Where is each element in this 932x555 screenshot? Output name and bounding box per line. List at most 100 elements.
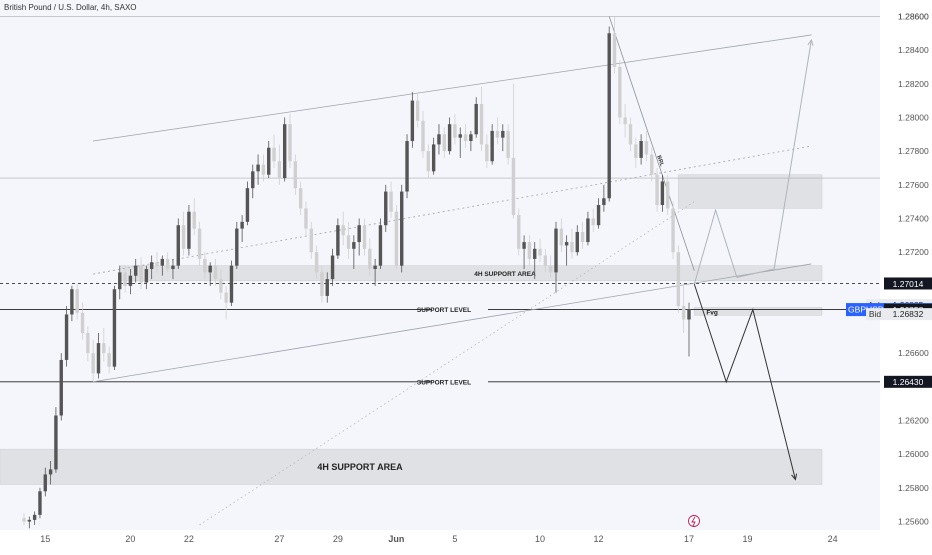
candle-body-81 [453,124,457,138]
price-axis: 1.28600 1.28400 1.28200 1.28000 1.27800 1.276… [880,0,932,550]
candle-body-108 [596,205,601,226]
candle-body-33 [197,228,202,259]
candle-body-114 [628,124,633,145]
candle-body-37 [219,279,223,293]
bos-label: BRL [655,155,665,168]
4h-support-zone-lower [0,448,823,485]
candle-body-100 [554,228,558,273]
candle-body-28 [171,265,175,269]
candle-body-39 [229,265,234,303]
y-tick-1.27800: 1.27800 [898,146,929,156]
candle-body-91 [506,130,510,158]
y-tick-1.25800: 1.25800 [898,483,929,493]
candle-body-16 [107,353,111,367]
candle-body-57 [325,279,329,296]
candle-body-102 [564,242,569,246]
fvg-box [694,307,823,316]
support-level-1-label: SUPPORT LEVEL [417,307,471,314]
candle-body-2 [32,514,37,520]
candle-body-110 [607,33,611,199]
candle-body-56 [320,272,324,296]
x-tick-Jun: Jun [388,534,404,544]
candle-body-111 [612,33,617,67]
4h-support-zone-upper-label: 4H SUPPORT AREA [474,271,536,278]
candle-body-25 [155,262,159,266]
candle-body-106 [586,218,590,243]
candle-body-70 [394,211,399,266]
price-tags: 1.286001.27014Ask1.26885GBPUSD1.268591.2… [846,11,932,388]
y-tick-1.27200: 1.27200 [898,247,929,257]
candle-body-93 [517,215,521,249]
candle-body-80 [447,124,452,152]
chart-title: British Pound / U.S. Dollar, 4h, SAXO [4,3,137,12]
candle-body-86 [479,103,484,145]
candle-body-83 [463,134,468,142]
candle-body-109 [602,198,606,206]
candle-body-55 [314,252,319,273]
channel-mid [93,145,812,275]
candle-body-68 [384,191,388,226]
candle-body-90 [501,130,505,138]
falling-line [608,16,695,271]
x-tick-29: 29 [333,534,343,544]
support-level-1-label-bg [432,304,488,314]
candle-body-71 [400,191,404,266]
price-1.27014-bg [884,277,932,290]
event-flash-bolt [691,516,696,527]
candle-body-123 [676,252,681,307]
candle-body-65 [368,248,372,269]
4h-support-zone-lower-label: 4H SUPPORT AREA [317,462,403,472]
candle-body-105 [580,231,585,243]
candle-body-97 [538,248,542,256]
price-1.26430-bg [884,375,932,388]
y-tick-1.28400: 1.28400 [898,45,929,55]
candle-body-45 [261,164,266,175]
x-tick-19: 19 [743,534,753,544]
candle-body-26 [160,258,165,266]
candle-body-58 [330,255,335,280]
candle-body-31 [187,211,191,249]
y-tick-1.27600: 1.27600 [898,180,929,190]
candle-body-62 [352,242,356,249]
candle-body-124 [681,306,686,320]
candle-body-42 [245,188,250,222]
candles-layer [22,16,691,529]
y-tick-1.27400: 1.27400 [898,213,929,223]
candle-body-40 [235,228,239,266]
candle-body-32 [192,211,196,229]
x-tick-5: 5 [452,534,457,544]
candle-body-98 [543,255,548,266]
right-box [678,174,823,209]
candle-body-63 [357,225,361,243]
candle-body-14 [96,343,101,374]
candle-body-72 [405,141,409,192]
candle-body-53 [304,208,308,229]
candle-body-46 [267,147,271,175]
candle-body-69 [389,191,393,212]
candle-body-61 [346,235,351,249]
y-tick-1.28600: 1.28600 [898,11,929,21]
fvg-box-label: Fvg [706,309,718,316]
candle-body-87 [485,144,489,162]
candle-body-120 [660,181,665,206]
candle-body-125 [687,309,691,320]
price-1.26430: 1.26430 [893,377,924,387]
candle-body-19 [123,272,127,286]
y-tick-1.25600: 1.25600 [898,517,929,527]
candle-body-13 [91,353,95,374]
y-tick-1.26200: 1.26200 [898,416,929,426]
support-level-2-label-bg [432,376,488,386]
x-tick-15: 15 [40,534,50,544]
candle-body-21 [134,265,138,276]
candle-body-7 [59,359,63,416]
candle-body-73 [410,100,415,142]
candle-body-94 [522,242,526,249]
time-axis-bg [0,530,880,550]
candle-body-60 [341,225,345,236]
candle-body-122 [671,208,675,253]
price-axis-bg [880,0,932,550]
candle-body-113 [623,117,627,125]
candle-body-88 [490,130,494,162]
candle-body-84 [469,134,473,142]
